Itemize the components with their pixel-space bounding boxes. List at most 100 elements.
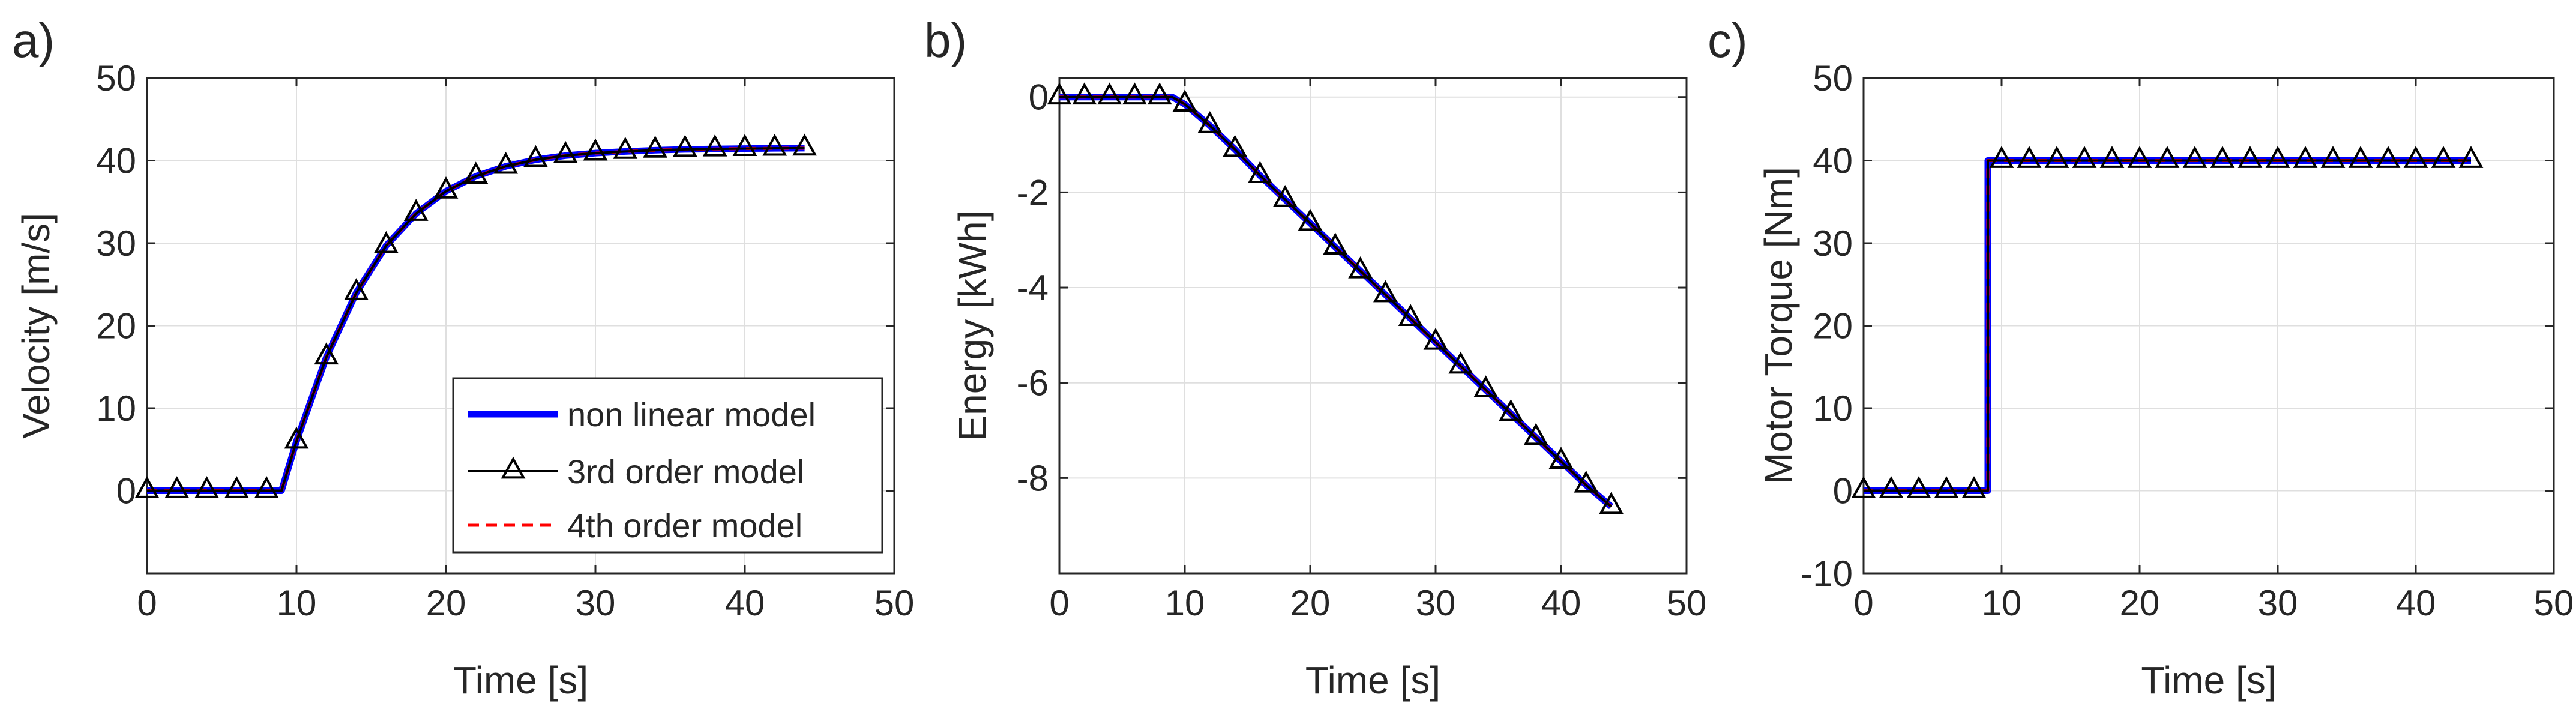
panel-b-xtick-label-1: 10 (1165, 583, 1205, 623)
panel-c-ytick-label-2: 10 (1813, 388, 1853, 429)
panel-b-marker-15 (1423, 327, 1448, 350)
panel-a-marker-22 (792, 133, 817, 156)
panel-a-label: a) (12, 14, 55, 67)
panel-a-ytick-label-3: 30 (96, 223, 136, 264)
panel-c-xtick-label-3: 30 (2258, 583, 2298, 623)
panel-c-marker-16 (2293, 146, 2318, 168)
panel-b-marker-6 (1197, 111, 1223, 133)
panel-c-marker-18 (2348, 146, 2373, 168)
panel-a-ytick-label-5: 50 (96, 58, 136, 98)
panel-c-marker-8 (2072, 146, 2097, 168)
panel-b-marker-2 (1097, 82, 1122, 105)
panel-c-marker-12 (2182, 146, 2207, 168)
panel-b-marker-14 (1398, 304, 1423, 327)
panel-c-marker-10 (2127, 146, 2152, 168)
panel-c-marker-21 (2431, 146, 2456, 168)
panel-c-xtick-label-0: 0 (1853, 583, 1873, 623)
panel-a-marker-7 (344, 278, 369, 300)
panel-b-marker-11 (1323, 232, 1348, 255)
panel-c: c) Motor Torque [Nm] Time [s] 0 10 20 30 40 5… (1708, 14, 2574, 702)
panel-c-marker-6 (2017, 146, 2042, 168)
panel-b-xtick-label-5: 50 (1667, 583, 1707, 623)
panel-c-marker-11 (2155, 146, 2180, 168)
panel-a-marker-2 (194, 476, 219, 498)
panel-a-marker-19 (702, 134, 727, 157)
panel-a-marker-1 (164, 476, 190, 498)
panel-c-xtick-label-2: 20 (2120, 583, 2160, 623)
panel-c-marker-22 (2458, 146, 2484, 168)
legend: non linear model 3rd order model 4th ord… (452, 377, 883, 554)
panel-b-marker-0 (1047, 82, 1072, 105)
panel-a: a) Velocity [m/s] Time [s] 0 10 20 30 40 50 0 1… (12, 14, 914, 702)
panel-a-marker-20 (732, 134, 757, 156)
panel-a-xtick-label-1: 10 (277, 583, 317, 623)
panel-a-xlabel: Time [s] (453, 659, 588, 702)
panel-a-marker-0 (134, 476, 160, 498)
panel-a-marker-11 (463, 161, 489, 184)
panel-b-marker-22 (1599, 492, 1624, 514)
panel-c-xtick-label-1: 10 (1982, 583, 2022, 623)
panel-c-ytick-label-0: -10 (1801, 554, 1853, 594)
panel-a-ytick-label-0: 0 (116, 471, 136, 511)
panel-a-marker-3 (224, 476, 249, 498)
panel-c-ylabel: Motor Torque [Nm] (1757, 167, 1800, 484)
panel-b-marker-1 (1072, 82, 1097, 105)
panel-c-marker-19 (2376, 146, 2401, 168)
panel-c-ytick-label-5: 40 (1813, 141, 1853, 181)
panel-b-marker-5 (1172, 89, 1197, 112)
legend-label-nonlinear: non linear model (567, 396, 816, 433)
panel-a-marker-9 (403, 199, 429, 221)
legend-label-third: 3rd order model (567, 453, 804, 490)
panel-a-marker-6 (314, 342, 339, 365)
panel-b-marker-13 (1373, 280, 1398, 303)
panel-c-marker-2 (1906, 476, 1931, 498)
panel-c-ytick-label-1: 0 (1833, 471, 1853, 511)
panel-a-marker-16 (613, 137, 638, 159)
panel-a-marker-5 (284, 426, 309, 449)
panel-b-xtick-label-4: 40 (1541, 583, 1581, 623)
panel-a-marker-14 (553, 140, 578, 163)
panel-b-marker-10 (1298, 208, 1323, 231)
panel-a-xtick-label-4: 40 (725, 583, 765, 623)
panel-b-ytick-label-4: -8 (1017, 458, 1049, 498)
panel-c-xtick-label-5: 50 (2534, 583, 2574, 623)
panel-b-ytick-label-2: -4 (1017, 268, 1049, 308)
panel-b-marker-4 (1147, 82, 1172, 105)
panel-a-ytick-label-4: 40 (96, 141, 136, 181)
panel-a-ylabel: Velocity [m/s] (14, 213, 58, 439)
legend-label-fourth: 4th order model (567, 507, 802, 545)
panel-c-marker-9 (2099, 146, 2125, 168)
panel-c-marker-14 (2237, 146, 2263, 168)
panel-b-axes-box (1058, 77, 1688, 575)
panel-c-ytick-label-3: 20 (1813, 306, 1853, 346)
panel-c-label: c) (1708, 14, 1748, 67)
panel-a-marker-12 (493, 151, 518, 174)
panel-b-marker-3 (1122, 82, 1147, 105)
panel-a-ytick-label-1: 10 (96, 388, 136, 429)
panel-b-marker-18 (1499, 399, 1523, 421)
panel-a-xtick-label-5: 50 (874, 583, 915, 623)
panel-c-marker-15 (2265, 146, 2290, 168)
panel-c-marker-7 (2044, 146, 2069, 168)
panel-a-marker-17 (643, 135, 667, 158)
legend-marker-triangle-icon (501, 456, 526, 479)
panel-b-marker-20 (1548, 447, 1574, 469)
legend-box (452, 377, 883, 554)
panel-b-xtick-label-3: 30 (1416, 583, 1456, 623)
panel-c-marker-5 (1989, 146, 2014, 168)
panel-b-marker-8 (1248, 161, 1272, 184)
panel-c-ytick-label-6: 50 (1813, 58, 1853, 98)
panel-c-marker-17 (2320, 146, 2346, 168)
panel-b-marker-7 (1223, 134, 1247, 157)
panel-a-marker-13 (523, 145, 548, 167)
panel-b-ytick-label-0: 0 (1029, 77, 1049, 118)
panel-c-xlabel: Time [s] (2141, 659, 2276, 702)
panel-b-marker-9 (1272, 184, 1298, 207)
panel-c-marker-0 (1851, 476, 1876, 498)
panel-c-marker-4 (1961, 476, 1987, 498)
panel-a-marker-4 (254, 476, 279, 498)
panel-a-marker-10 (433, 176, 459, 199)
panel-a-marker-15 (583, 138, 608, 161)
